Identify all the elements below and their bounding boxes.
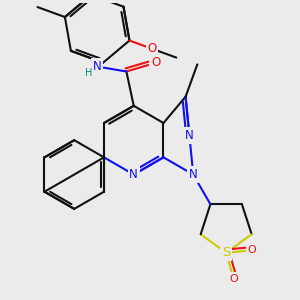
- Text: N: N: [129, 168, 138, 181]
- Text: O: O: [151, 56, 160, 69]
- Text: O: O: [229, 274, 238, 284]
- Text: N: N: [185, 129, 194, 142]
- Text: S: S: [222, 246, 230, 259]
- Text: O: O: [147, 42, 157, 55]
- Text: N: N: [93, 60, 102, 73]
- Text: O: O: [248, 245, 256, 255]
- Text: H: H: [85, 68, 92, 78]
- Text: N: N: [189, 168, 198, 181]
